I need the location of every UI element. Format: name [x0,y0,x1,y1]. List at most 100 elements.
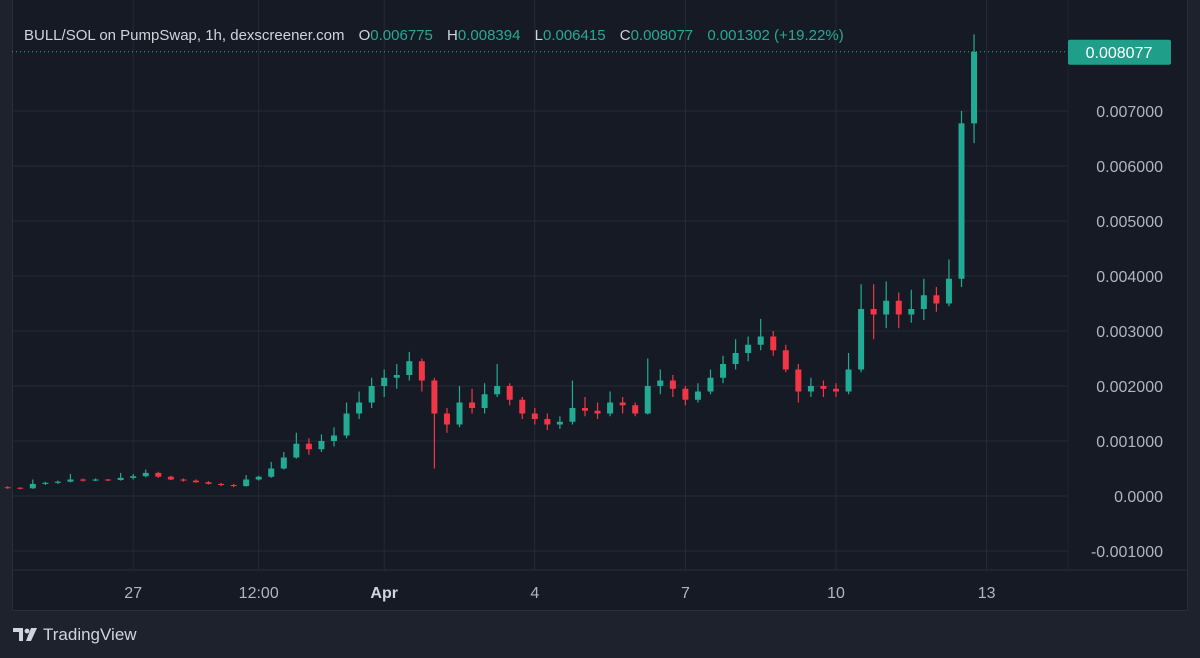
candle-body [205,482,212,484]
candle-body [381,377,388,386]
tradingview-logo[interactable]: TradingView [13,625,137,645]
price-axis: 0.007000 0.006000 0.005000 0.004000 0.003000… [1067,0,1163,570]
candle-body [318,441,325,450]
candle [381,369,388,397]
symbol-title: BULL/SOL on PumpSwap, 1h, dexscreener.co… [24,27,345,44]
price-tick-label: 0.006000 [1096,159,1163,176]
candle-body [732,353,739,364]
price-tick-label: 0.001000 [1096,434,1163,451]
candle-body [920,295,927,309]
candle [17,487,24,490]
high-value: 0.008394 [457,27,521,44]
candle [870,284,877,340]
candle-body [619,402,626,406]
candle-body [506,386,513,400]
candle-body [582,408,588,411]
candle [619,397,626,414]
candle [481,383,488,414]
candle [569,380,576,425]
candle [230,483,237,488]
candle [858,284,865,373]
candle [544,413,551,430]
candle-body [945,278,952,304]
candle [167,475,174,481]
candle-body [443,413,450,425]
candle [29,479,36,489]
candle [280,452,287,470]
candle-body [607,402,614,414]
chart-pane[interactable] [12,0,1188,611]
price-tick-label: 0.0000 [1114,489,1163,506]
time-axis: 27 12:00 Apr 4 7 10 13 [12,569,1188,602]
candle-body [569,408,576,422]
candle-body [594,410,601,414]
open-value: 0.006775 [370,27,433,44]
candle [4,486,11,489]
candle [42,481,49,485]
candle [607,391,614,417]
candle [80,478,86,482]
price-tick-label: 0.004000 [1096,269,1163,286]
candle-body [782,350,789,370]
time-tick-label: 4 [530,585,539,602]
candle-body [105,479,112,481]
candle [682,386,689,406]
candle [456,386,463,428]
candle [418,358,425,392]
candle [657,369,664,395]
candle [757,318,764,351]
low-value: 0.006415 [542,27,606,44]
candle [67,474,74,483]
candle [694,383,701,403]
candle [908,289,915,323]
candle-body [255,476,262,480]
time-tick-label: 10 [827,585,845,602]
legend-header: BULL/SOL on PumpSwap, 1h, dexscreener.co… [24,27,844,44]
candle [155,471,162,478]
candle [732,339,739,370]
candle [582,397,588,417]
candle [192,479,199,483]
price-tick-label: 0.003000 [1096,324,1163,341]
candle-body [531,413,538,419]
candle-body [682,388,689,400]
candle [745,336,752,362]
candle [945,259,952,307]
candle [494,364,501,397]
candle-body [17,487,24,489]
high-label: H [447,27,458,44]
candle-body [820,386,827,389]
candle-body [268,468,275,477]
candle-body [745,344,752,353]
candle-body [707,377,714,392]
candle-body [192,480,199,483]
time-tick-label: 7 [681,585,690,602]
candle-body [807,386,814,392]
candle-body [644,386,651,414]
candle-body [92,479,99,481]
candle [180,478,187,482]
candle [368,377,375,408]
candle-body [933,295,940,304]
candle-body [958,123,965,279]
time-tick-label: 27 [124,585,142,602]
candle-body [494,386,501,395]
candle [406,351,413,381]
candle-body [29,483,36,489]
candle-body [42,482,49,484]
candle-body [456,402,463,425]
candle [519,397,526,419]
candle [644,358,651,415]
candle-body [80,479,86,481]
candle [305,438,312,455]
candle-body [883,300,890,315]
candle [632,402,639,417]
grid-lines [12,0,1068,570]
price-tick-label: 0.007000 [1096,104,1163,121]
candle-body [556,421,563,425]
candle [218,482,225,487]
candle-body [117,477,124,481]
candle-body [230,485,237,487]
candle [343,402,350,439]
